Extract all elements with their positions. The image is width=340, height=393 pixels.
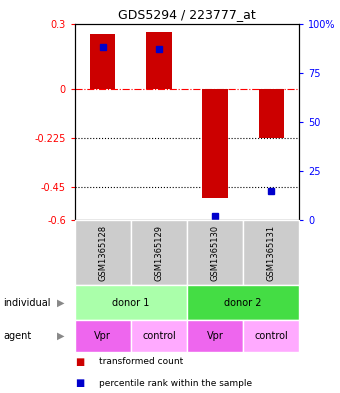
Text: control: control <box>254 331 288 341</box>
Bar <box>202 89 228 198</box>
Bar <box>90 35 116 89</box>
Text: ▶: ▶ <box>57 331 65 341</box>
Bar <box>75 285 187 320</box>
Text: GSM1365128: GSM1365128 <box>98 224 107 281</box>
Bar <box>75 320 131 352</box>
Bar <box>187 285 299 320</box>
Title: GDS5294 / 223777_at: GDS5294 / 223777_at <box>118 8 256 21</box>
Text: donor 2: donor 2 <box>224 298 262 308</box>
Text: GSM1365129: GSM1365129 <box>154 224 164 281</box>
Text: control: control <box>142 331 176 341</box>
Text: GSM1365130: GSM1365130 <box>210 224 220 281</box>
Text: individual: individual <box>3 298 51 308</box>
Bar <box>75 220 131 285</box>
Bar <box>258 89 284 138</box>
Text: donor 1: donor 1 <box>112 298 150 308</box>
Bar <box>131 220 187 285</box>
Text: agent: agent <box>3 331 32 341</box>
Text: Vpr: Vpr <box>95 331 111 341</box>
Bar <box>243 220 299 285</box>
Text: transformed count: transformed count <box>99 357 183 366</box>
Text: ■: ■ <box>75 356 84 367</box>
Text: percentile rank within the sample: percentile rank within the sample <box>99 379 252 387</box>
Bar <box>131 320 187 352</box>
Bar <box>243 320 299 352</box>
Text: Vpr: Vpr <box>207 331 223 341</box>
Bar <box>187 320 243 352</box>
Text: GSM1365131: GSM1365131 <box>267 224 276 281</box>
Bar <box>187 220 243 285</box>
Bar <box>146 32 172 89</box>
Text: ■: ■ <box>75 378 84 388</box>
Text: ▶: ▶ <box>57 298 65 308</box>
